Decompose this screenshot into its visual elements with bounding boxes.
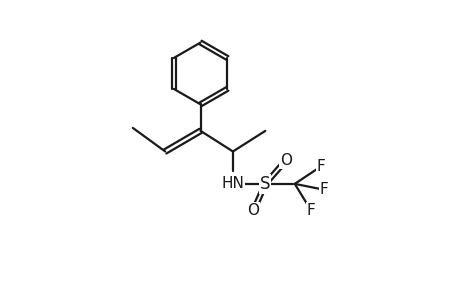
Text: F: F: [319, 182, 328, 197]
Text: O: O: [247, 203, 259, 218]
Text: HN: HN: [221, 176, 244, 191]
Text: S: S: [259, 175, 270, 193]
Text: F: F: [316, 159, 325, 174]
Text: F: F: [306, 203, 315, 218]
Text: O: O: [280, 153, 291, 168]
